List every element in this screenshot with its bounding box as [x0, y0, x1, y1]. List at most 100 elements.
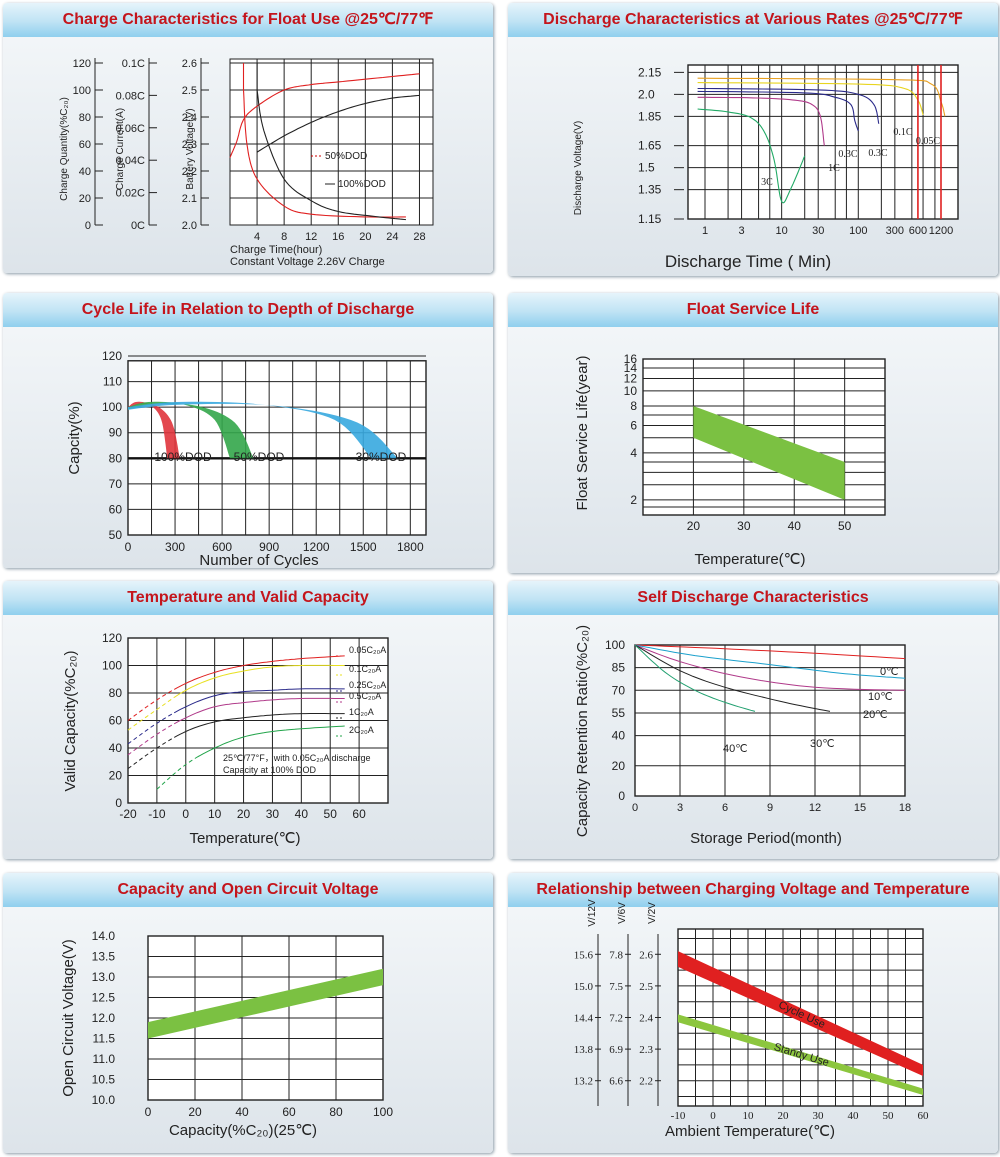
x-tick-label: 10 [208, 807, 222, 821]
tick-label: 2.4 [639, 1013, 653, 1025]
x-tick-label: 0 [125, 540, 132, 554]
series-label: 3C [761, 177, 773, 188]
tick-label: 15.6 [574, 949, 594, 961]
panel-charging-voltage-temperature: Relationship between Charging Voltage an… [508, 873, 998, 1153]
tick-label: 7.5 [609, 981, 623, 993]
series-line [173, 697, 345, 725]
y-tick-label: 20 [612, 759, 626, 773]
series-line-extrapolated [127, 688, 175, 721]
x-tick-label: 0 [145, 1105, 152, 1119]
series-label: 30%DOD [356, 450, 407, 464]
x-tick-label: 50 [883, 1110, 895, 1122]
tick-label: 0.06C [116, 123, 145, 135]
series-label: 10℃ [868, 691, 893, 703]
series-label: 0.1C [893, 127, 913, 138]
tick-label: 60 [79, 139, 91, 151]
y-tick-label: 20 [109, 769, 123, 783]
series-line [697, 96, 825, 146]
series-line [634, 644, 906, 679]
y-tick-label: 85 [612, 661, 626, 675]
x-tick-label: 60 [918, 1110, 930, 1122]
series-line-current [242, 89, 406, 218]
x-tick-label: 16 [332, 231, 344, 243]
y-tick-label: 100 [102, 400, 122, 414]
series-line [697, 77, 946, 117]
x-tick-label: 1 [702, 225, 708, 237]
x-tick-label: 30 [737, 519, 751, 533]
y-tick-label: 100 [102, 659, 122, 673]
panel-title: Self Discharge Characteristics [508, 581, 998, 615]
x-tick-label: 30 [266, 807, 280, 821]
series-line [697, 90, 859, 132]
x-tick-label: 20 [359, 231, 371, 243]
x-tick-label: 100 [373, 1105, 393, 1119]
service-life-band [693, 405, 845, 500]
y-tick-label: 50 [109, 528, 123, 542]
x-tick-label: 60 [352, 807, 366, 821]
tick-label: 13.8 [574, 1044, 594, 1056]
y-tick-label: 55 [612, 706, 626, 720]
y-tick-label: 110 [103, 375, 122, 389]
tick-label: 20 [79, 193, 91, 205]
tick-label: 2.5 [182, 85, 197, 97]
panel-title: Charge Characteristics for Float Use @25… [3, 3, 493, 37]
tick-label: 0.08C [116, 90, 145, 102]
chart-note: Constant Voltage 2.26V Charge [230, 256, 385, 268]
x-tick-label: 3 [677, 802, 683, 814]
x-tick-label: 10 [776, 225, 788, 237]
tick-label: 40 [79, 166, 91, 178]
y-axis-label: Capcity(%) [66, 401, 83, 474]
series-line-extrapolated [156, 756, 198, 790]
x-tick-label: -10 [671, 1110, 686, 1122]
x-axis-label: Temperature(℃) [189, 830, 300, 847]
y-tick-label: 11.0 [93, 1052, 116, 1066]
tick-label: 2.4 [182, 112, 197, 124]
chart-charging-voltage-temperature: V/12V 15.6 15.0 14.4 13.8 13.2 V/6V 7.8 7.5 7.2 6.… [574, 899, 930, 1140]
x-tick-label: 15 [854, 802, 866, 814]
series-line [173, 688, 345, 714]
y-tick-label: 1.35 [638, 183, 662, 197]
tick-label: 7.2 [609, 1013, 623, 1025]
series-band [678, 951, 923, 1076]
legend-label: 100%DOD [338, 179, 386, 190]
series-area [128, 401, 254, 459]
series-label: 40℃ [723, 743, 748, 755]
tick-label: 0C [131, 220, 145, 232]
y-tick-label: 0 [618, 789, 625, 803]
tick-label: 7.8 [609, 949, 623, 961]
y-tick-label: 1.65 [638, 139, 662, 153]
x-tick-label: 10 [743, 1110, 755, 1122]
x-tick-label: 6 [722, 802, 728, 814]
axis-label: Charge Quantity(%C₂₀) [59, 97, 70, 201]
y-tick-label: 120 [102, 349, 122, 363]
x-tick-label: 80 [329, 1105, 343, 1119]
x-tick-label: 9 [767, 802, 773, 814]
x-tick-label: 1500 [350, 540, 377, 554]
tick-label: 6.9 [609, 1044, 623, 1056]
x-tick-label: 3 [739, 225, 745, 237]
axis-label: Charge Current(A) [115, 108, 126, 190]
x-tick-label: 20 [188, 1105, 202, 1119]
x-tick-label: 600 [212, 540, 232, 554]
series-line [634, 644, 831, 712]
y-tick-label: 14 [624, 361, 638, 375]
tick-label: 2.6 [182, 58, 197, 70]
tick-label: 15.0 [574, 981, 594, 993]
legend-label: 0.25C₂₀A [349, 680, 386, 690]
x-tick-label: 300 [165, 540, 185, 554]
annotation-text: 25℃/77°F，with 0.05C₂₀A discharge [223, 753, 371, 763]
y-tick-label: 90 [109, 426, 123, 440]
panel-title: Discharge Characteristics at Various Rat… [508, 3, 998, 37]
x-tick-label: 30 [812, 225, 824, 237]
series-area [128, 401, 398, 459]
tick-label: 6.6 [609, 1076, 623, 1088]
panel-title: Capacity and Open Circuit Voltage [3, 873, 493, 907]
y-axis-label: Float Service Life(year) [574, 355, 591, 510]
x-tick-label: 20 [778, 1110, 790, 1122]
tick-label: 0.02C [116, 188, 145, 200]
y-axis-label: Capacity Retention Ratio(%C₂₀) [574, 625, 591, 837]
chart-self-discharge: 100 85 70 55 40 20 00 3 6 9 12 15 18 Storage Period(m… [574, 625, 911, 847]
x-tick-label: 20 [687, 519, 701, 533]
y-tick-label: 13.5 [92, 950, 116, 964]
tick-label: 2.1 [182, 193, 197, 205]
